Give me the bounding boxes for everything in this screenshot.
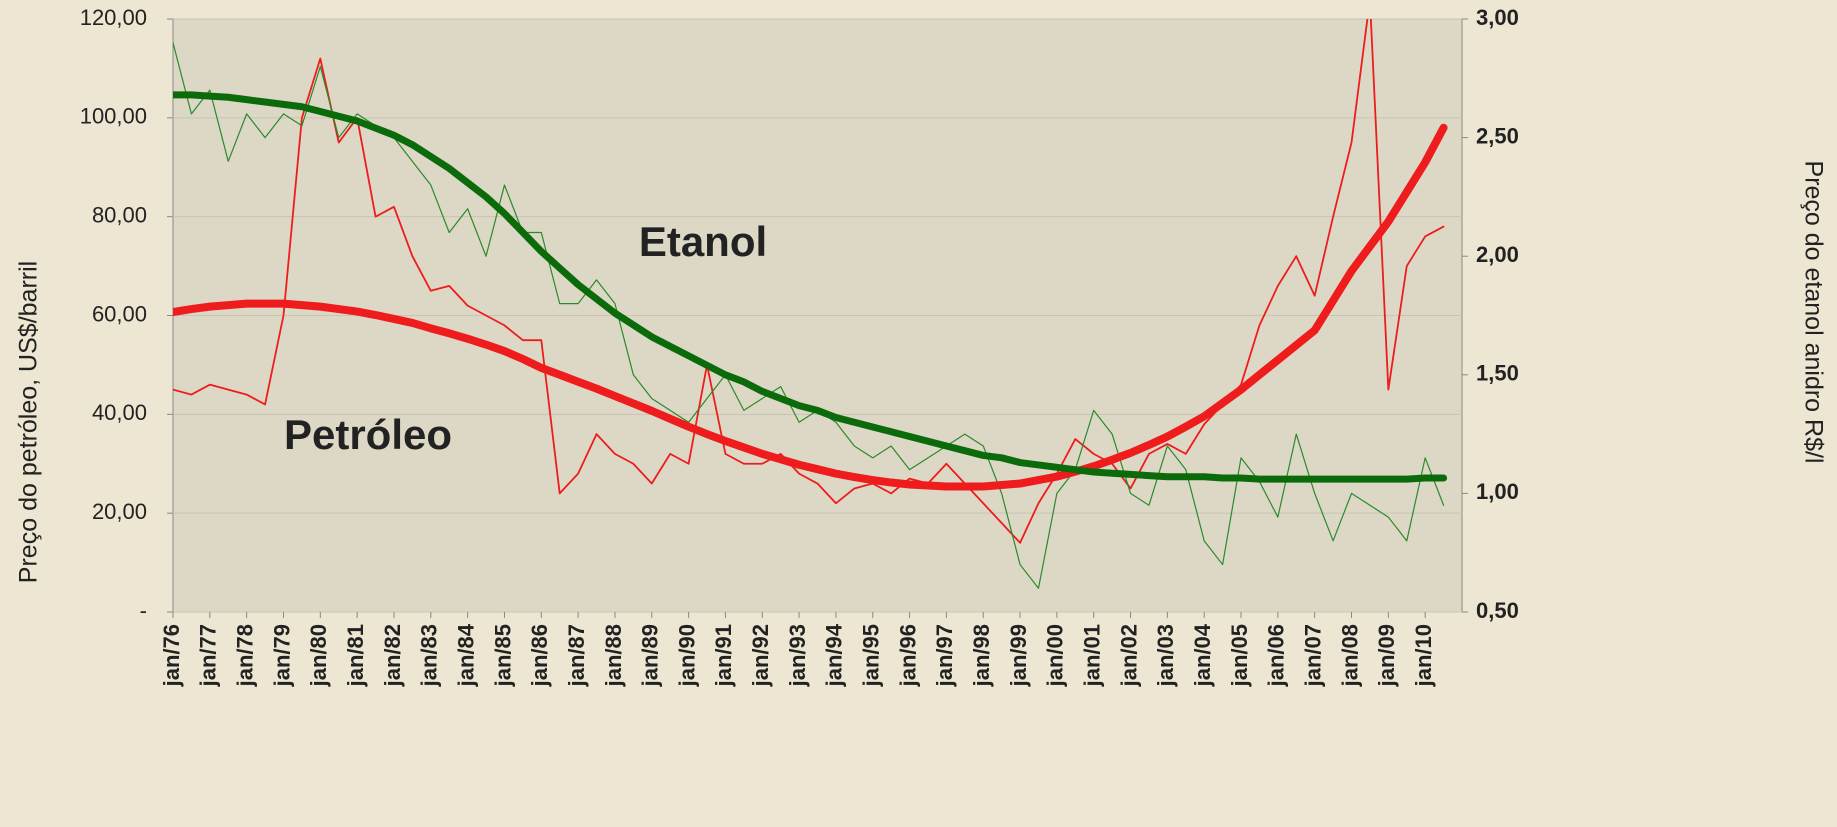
x-tick-label: jan/93 xyxy=(785,624,810,687)
x-tick-label: jan/08 xyxy=(1337,624,1362,687)
x-tick-label: jan/81 xyxy=(343,624,368,687)
x-tick-label: jan/07 xyxy=(1300,624,1325,687)
x-tick-label: jan/98 xyxy=(969,624,994,687)
x-tick-label: jan/87 xyxy=(564,624,589,687)
y-tick-label: 60,00 xyxy=(92,301,147,326)
x-tick-label: jan/96 xyxy=(895,624,920,687)
x-tick-label: jan/92 xyxy=(748,624,773,687)
x-tick-label: jan/84 xyxy=(453,623,478,687)
x-tick-label: jan/91 xyxy=(711,624,736,687)
x-tick-label: jan/86 xyxy=(527,624,552,687)
x-tick-label: jan/88 xyxy=(601,624,626,687)
x-tick-label: jan/00 xyxy=(1043,624,1068,687)
x-tick-label: jan/04 xyxy=(1190,623,1215,687)
y2-tick-label: 2,50 xyxy=(1476,123,1519,148)
x-tick-label: jan/83 xyxy=(417,624,442,687)
x-tick-label: jan/09 xyxy=(1374,624,1399,687)
x-tick-label: jan/02 xyxy=(1116,624,1141,687)
annotation: Etanol xyxy=(639,218,767,265)
x-tick-label: jan/99 xyxy=(1006,624,1031,687)
x-tick-label: jan/85 xyxy=(490,624,515,687)
x-tick-label: jan/89 xyxy=(638,624,663,687)
annotation: Petróleo xyxy=(284,411,452,458)
x-tick-label: jan/94 xyxy=(822,623,847,687)
y-tick-label: 100,00 xyxy=(80,104,147,129)
x-tick-label: jan/01 xyxy=(1080,624,1105,687)
x-tick-label: jan/76 xyxy=(159,624,184,687)
y-axis-title: Preço do petróleo, US$/barril xyxy=(15,261,43,583)
y-tick-label: 80,00 xyxy=(92,202,147,227)
y-tick-label: - xyxy=(140,598,147,623)
x-tick-label: jan/82 xyxy=(380,624,405,687)
x-tick-label: jan/97 xyxy=(932,624,957,687)
y2-axis-title: Preço do etanol anidro R$/l xyxy=(1799,161,1827,464)
y2-tick-label: 1,50 xyxy=(1476,361,1519,386)
y2-tick-label: 0,50 xyxy=(1476,598,1519,623)
line xyxy=(173,91,1448,483)
x-tick-label: jan/79 xyxy=(269,624,294,687)
x-tick-label: jan/10 xyxy=(1411,624,1436,687)
x-tick-label: jan/06 xyxy=(1264,624,1289,687)
x-tick-label: jan/95 xyxy=(859,624,884,687)
lines xyxy=(173,19,1448,589)
y2-tick-label: 1,00 xyxy=(1476,479,1519,504)
x-tick-label: jan/78 xyxy=(232,624,257,687)
x-tick-label: jan/03 xyxy=(1153,624,1178,687)
y-tick-label: 40,00 xyxy=(92,400,147,425)
y-tick-label: 20,00 xyxy=(92,499,147,524)
x-tick-label: jan/77 xyxy=(196,624,221,687)
y2-tick-label: 2,00 xyxy=(1476,242,1519,267)
y-tick-label: 120,00 xyxy=(80,5,147,30)
line xyxy=(173,123,1448,491)
x-tick-label: jan/80 xyxy=(306,624,331,687)
x-tick-label: jan/05 xyxy=(1227,624,1252,687)
x-tick-label: jan/90 xyxy=(674,624,699,687)
y2-tick-label: 3,00 xyxy=(1476,5,1519,30)
